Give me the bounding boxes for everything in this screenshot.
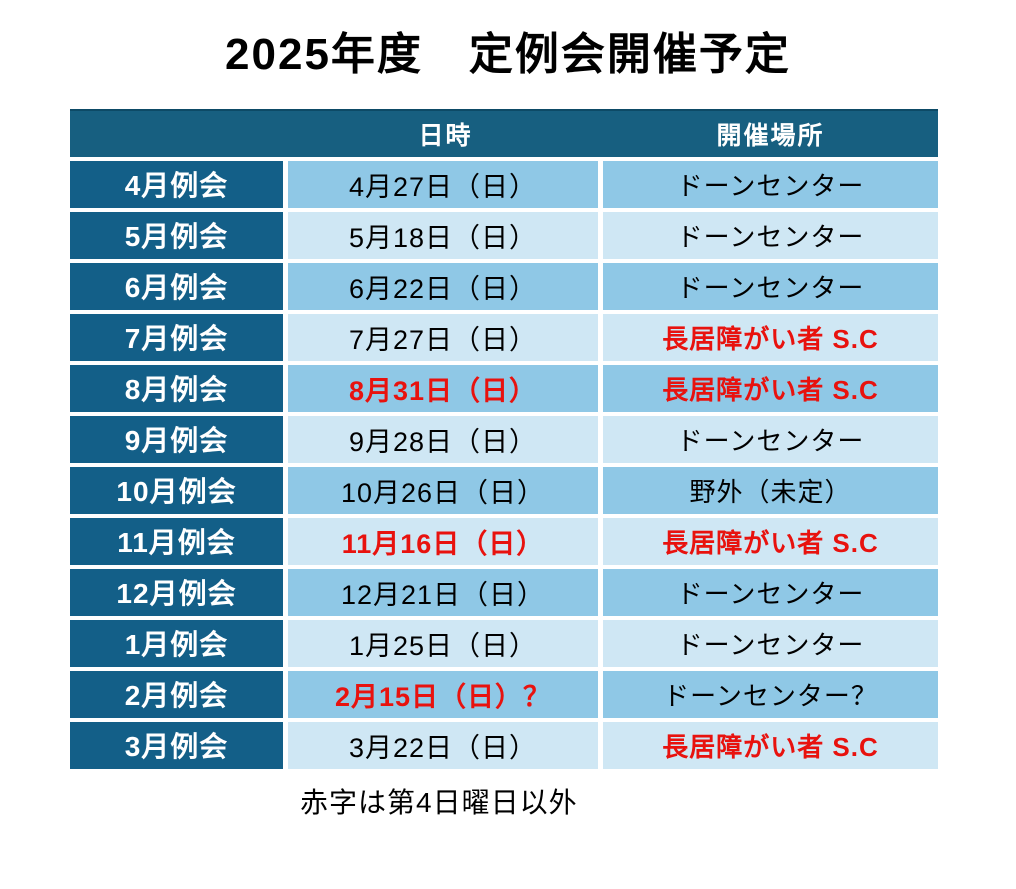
month-cell: 3月例会 [70,721,283,769]
month-cell: 11月例会 [70,517,283,565]
date-cell: 6月22日（日） [288,262,598,310]
table-body: 4月例会 4月27日（日） ドーンセンター 5月例会 5月18日（日） ドーンセンター 6月… [70,160,938,769]
month-cell: 1月例会 [70,619,283,667]
venue-cell: 野外（未定） [603,466,938,514]
date-cell: 2月15日（日）？ [288,670,598,718]
table-row: 6月例会 6月22日（日） ドーンセンター [70,262,938,310]
table-row: 10月例会 10月26日（日） 野外（未定） [70,466,938,514]
table-header-row: 日時 開催場所 [70,108,938,157]
table-row: 8月例会 8月31日（日） 長居障がい者 S.C [70,364,938,412]
date-cell: 1月25日（日） [288,619,598,667]
venue-cell: ドーンセンター [603,211,938,259]
venue-cell: ドーンセンター？ [603,670,938,718]
venue-cell: ドーンセンター [603,568,938,616]
venue-cell: ドーンセンター [603,262,938,310]
table-row: 2月例会 2月15日（日）？ ドーンセンター？ [70,670,938,718]
footer-note: 赤字は第4日曜日以外 [300,786,578,818]
schedule-table: 日時 開催場所 4月例会 4月27日（日） ドーンセンター 5月例会 5月18日（日）ド… [70,108,938,769]
month-cell: 2月例会 [70,670,283,718]
venue-cell: ドーンセンター [603,619,938,667]
date-cell: 11月16日（日） [288,517,598,565]
table-row: 9月例会 9月28日（日） ドーンセンター [70,415,938,463]
page-title: 2025年度 定例会開催予定 [225,30,791,79]
venue-cell: 長居障がい者 S.C [603,517,938,565]
venue-cell: 長居障がい者 S.C [603,313,938,361]
date-cell: 7月27日（日） [288,313,598,361]
month-cell: 7月例会 [70,313,283,361]
header-datetime-cell: 日時 [418,121,473,150]
venue-cell: ドーンセンター [603,415,938,463]
date-cell: 10月26日（日） [288,466,598,514]
header-venue-cell: 開催場所 [716,121,825,150]
table-row: 11月例会 11月16日（日） 長居障がい者 S.C [70,517,938,565]
table-row: 12月例会 12月21日（日） ドーンセンター [70,568,938,616]
month-cell: 12月例会 [70,568,283,616]
table-row: 4月例会 4月27日（日） ドーンセンター [70,160,938,208]
table-row: 7月例会 7月27日（日） 長居障がい者 S.C [70,313,938,361]
month-cell: 4月例会 [70,160,283,208]
month-cell: 10月例会 [70,466,283,514]
table-row: 1月例会 1月25日（日） ドーンセンター [70,619,938,667]
month-cell: 6月例会 [70,262,283,310]
month-cell: 8月例会 [70,364,283,412]
date-cell: 4月27日（日） [288,160,598,208]
date-cell: 5月18日（日） [288,211,598,259]
month-cell: 9月例会 [70,415,283,463]
date-cell: 8月31日（日） [288,364,598,412]
date-cell: 12月21日（日） [288,568,598,616]
table-row: 3月例会 3月22日（日） 長居障がい者 S.C [70,721,938,769]
venue-cell: 長居障がい者 S.C [603,364,938,412]
month-cell: 5月例会 [70,211,283,259]
venue-cell: 長居障がい者 S.C [603,721,938,769]
date-cell: 9月28日（日） [288,415,598,463]
table-row: 5月例会 5月18日（日） ドーンセンター [70,211,938,259]
venue-cell: ドーンセンター [603,160,938,208]
date-cell: 3月22日（日） [288,721,598,769]
